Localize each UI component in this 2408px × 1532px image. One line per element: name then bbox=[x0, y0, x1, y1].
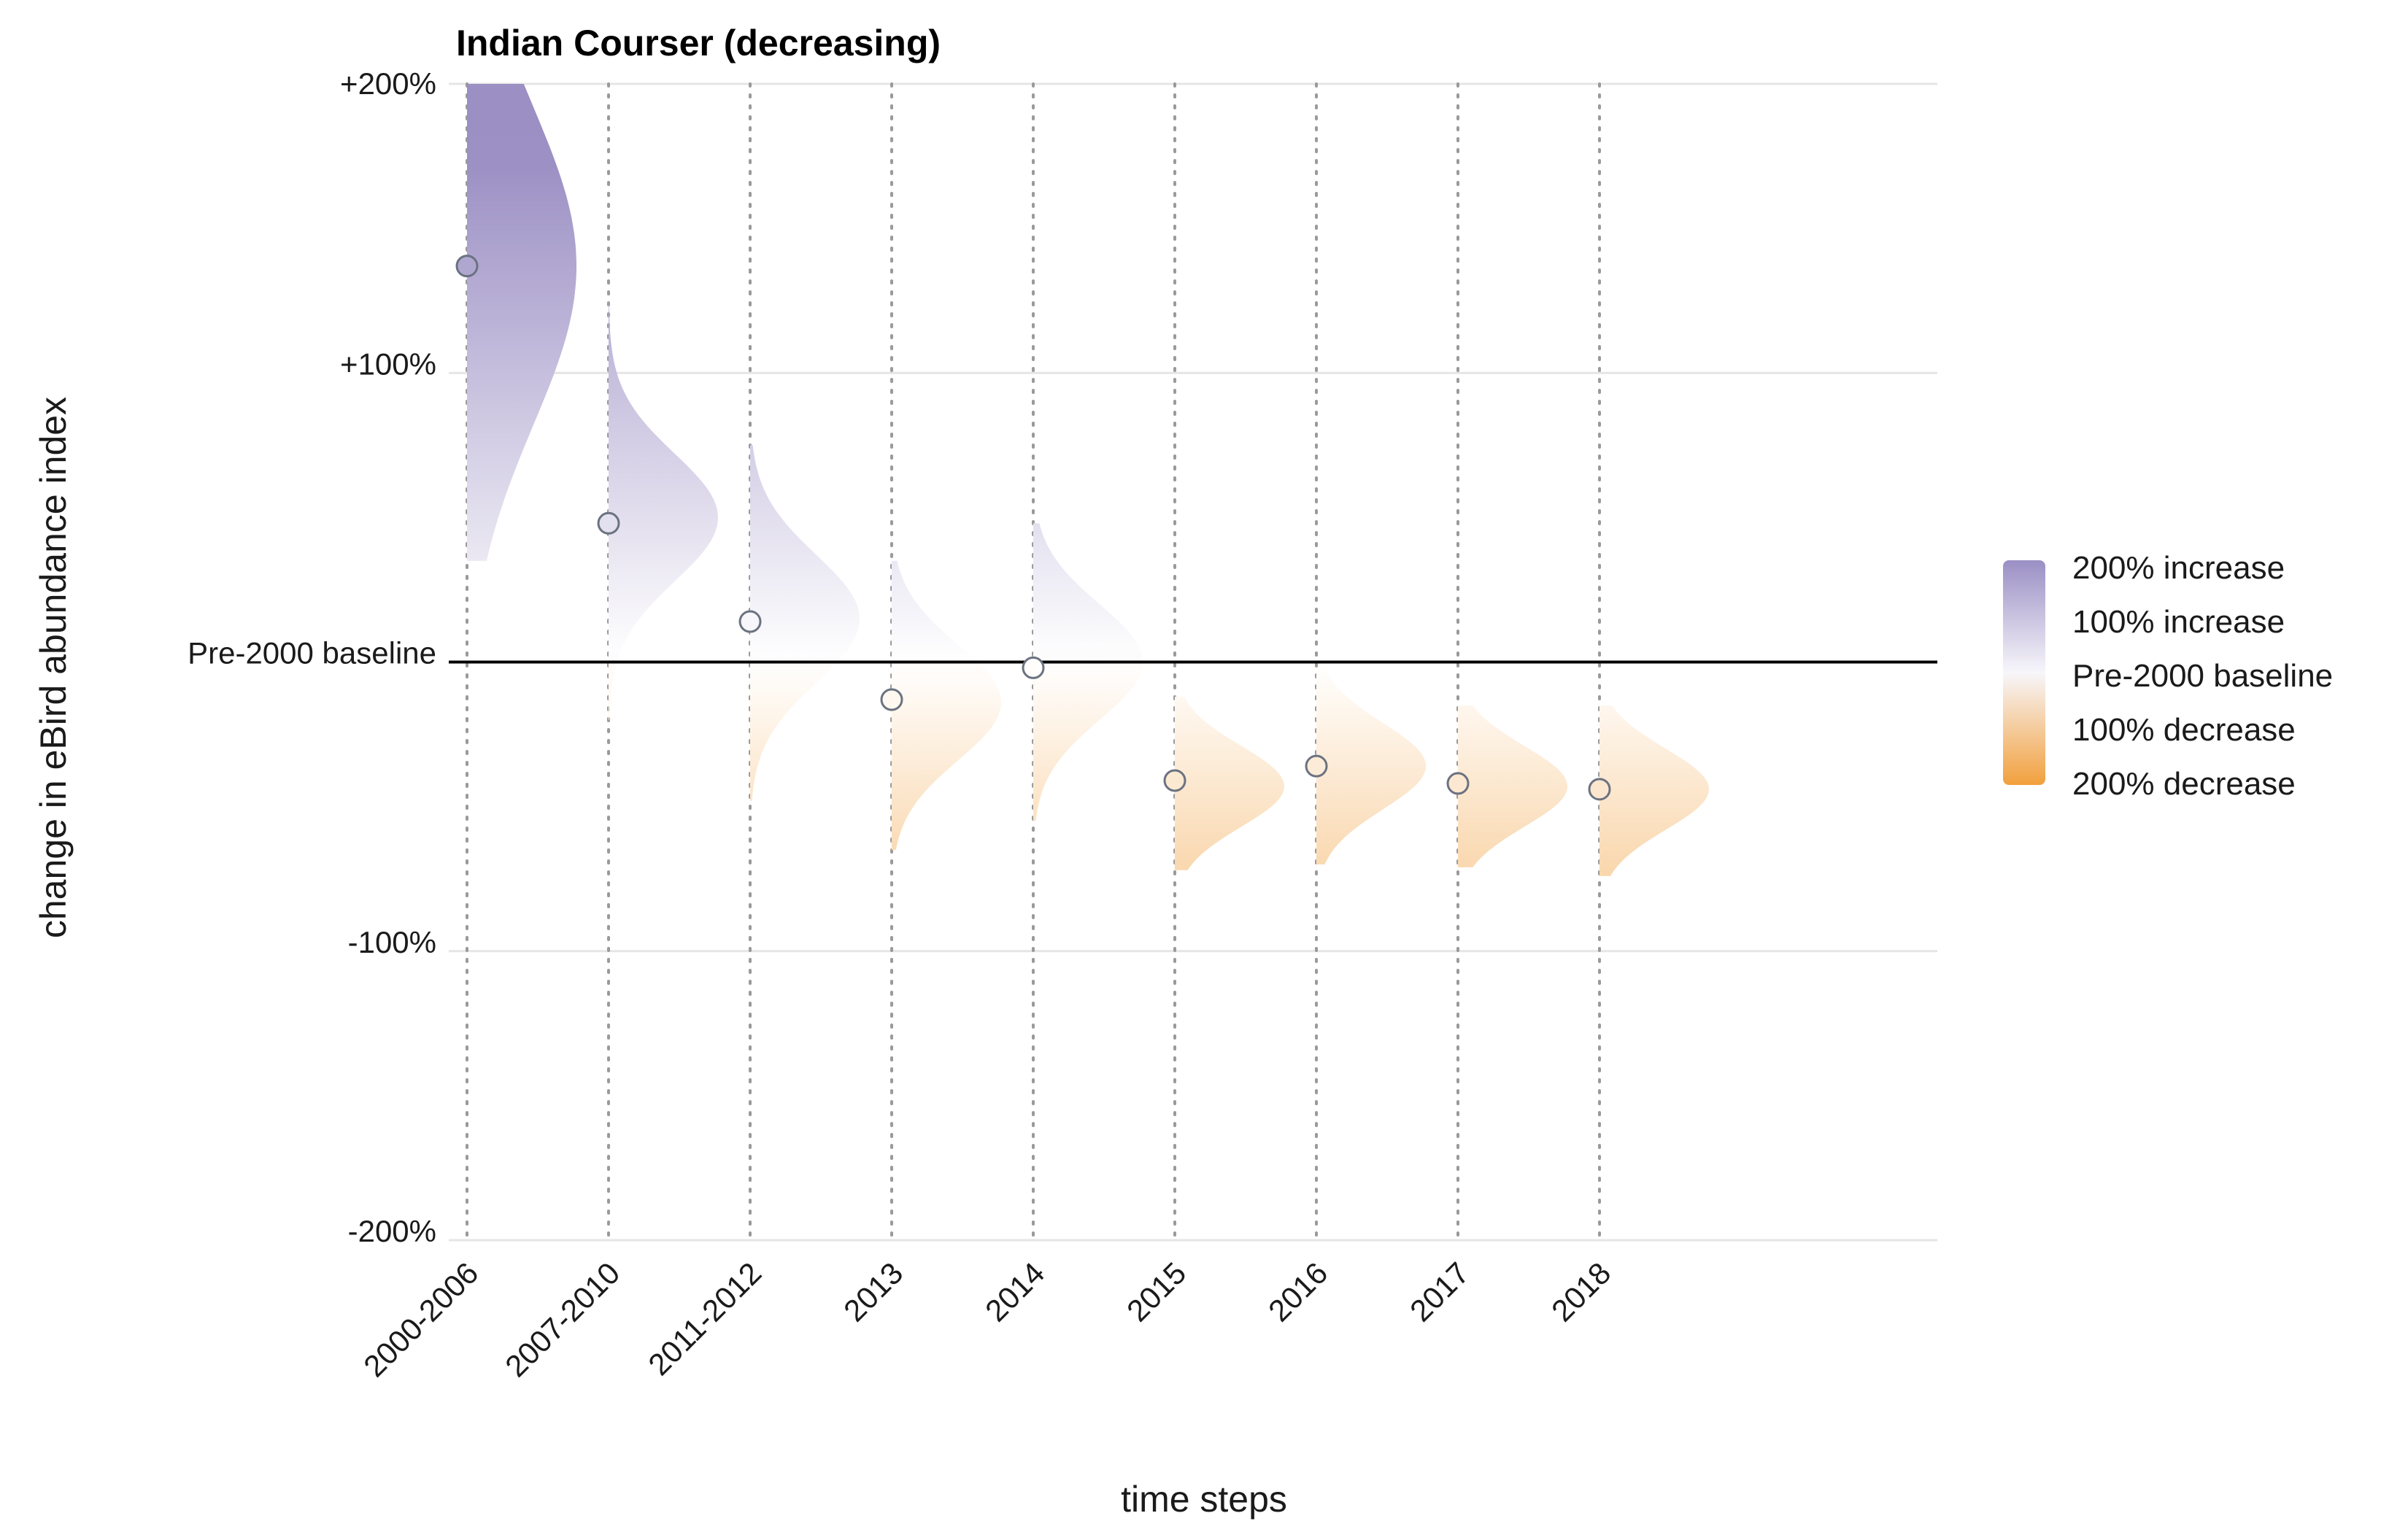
y-tick-labels: +200% +100% Pre-2000 baseline -100% -200% bbox=[188, 66, 436, 1248]
chart-title: Indian Courser (decreasing) bbox=[456, 23, 941, 63]
legend-labels: 200% increase 100% increase Pre-2000 basel… bbox=[2072, 550, 2333, 802]
violin-2018 bbox=[1599, 705, 1709, 876]
data-point-2018 bbox=[1588, 778, 1611, 801]
legend-color-bar bbox=[2003, 560, 2045, 785]
data-point-2014 bbox=[1022, 656, 1045, 679]
violin-layer bbox=[467, 84, 1709, 876]
x-tick-label: 2013 bbox=[837, 1256, 909, 1328]
y-tick-label: -200% bbox=[348, 1214, 436, 1248]
legend-label: Pre-2000 baseline bbox=[2072, 658, 2333, 694]
data-point-2013 bbox=[880, 688, 903, 711]
x-tick-label: 2000-2006 bbox=[357, 1256, 485, 1383]
x-tick-label: 2017 bbox=[1403, 1256, 1475, 1328]
violin-2007-2010 bbox=[609, 301, 718, 720]
violin-2000-2006 bbox=[467, 84, 576, 561]
violin-2013 bbox=[892, 560, 1001, 851]
data-point-2015 bbox=[1163, 769, 1186, 792]
violin-2015 bbox=[1175, 697, 1284, 870]
violin-2017 bbox=[1458, 705, 1567, 867]
data-point-2017 bbox=[1446, 772, 1470, 795]
point-layer bbox=[455, 255, 1611, 801]
legend-label: 200% increase bbox=[2072, 550, 2285, 586]
x-tick-labels: 2000-2006 2007-2010 2011-2012 2013 2014 2015 2… bbox=[357, 1256, 1617, 1383]
x-tick-label: 2018 bbox=[1545, 1256, 1617, 1328]
x-tick-label: 2014 bbox=[979, 1256, 1051, 1328]
x-tick-label: 2015 bbox=[1120, 1256, 1192, 1328]
grid-layer bbox=[449, 82, 1937, 1242]
x-tick-label: 2016 bbox=[1262, 1256, 1334, 1328]
legend-label: 100% decrease bbox=[2072, 712, 2296, 748]
y-tick-label: +200% bbox=[340, 66, 436, 101]
data-point-2016 bbox=[1305, 754, 1328, 778]
legend-label: 100% increase bbox=[2072, 604, 2285, 640]
violin-2016 bbox=[1316, 668, 1426, 864]
legend-label: 200% decrease bbox=[2072, 766, 2296, 802]
y-tick-label: Pre-2000 baseline bbox=[188, 636, 436, 670]
y-axis-title: change in eBird abundance index bbox=[33, 397, 74, 938]
x-tick-label: 2011-2012 bbox=[641, 1256, 768, 1382]
data-point-2007-2010 bbox=[597, 511, 620, 535]
legend: 200% increase 100% increase Pre-2000 basel… bbox=[2003, 550, 2333, 802]
y-tick-label: +100% bbox=[340, 347, 436, 381]
data-point-2000-2006 bbox=[455, 255, 479, 278]
y-tick-label: -100% bbox=[348, 925, 436, 959]
x-axis-title: time steps bbox=[1121, 1479, 1287, 1520]
violin-2014 bbox=[1033, 523, 1143, 821]
x-tick-label: 2007-2010 bbox=[498, 1256, 626, 1383]
dotted-guides bbox=[466, 82, 1601, 1242]
data-point-2011-2012 bbox=[738, 610, 762, 633]
violin-2011-2012 bbox=[750, 445, 860, 801]
